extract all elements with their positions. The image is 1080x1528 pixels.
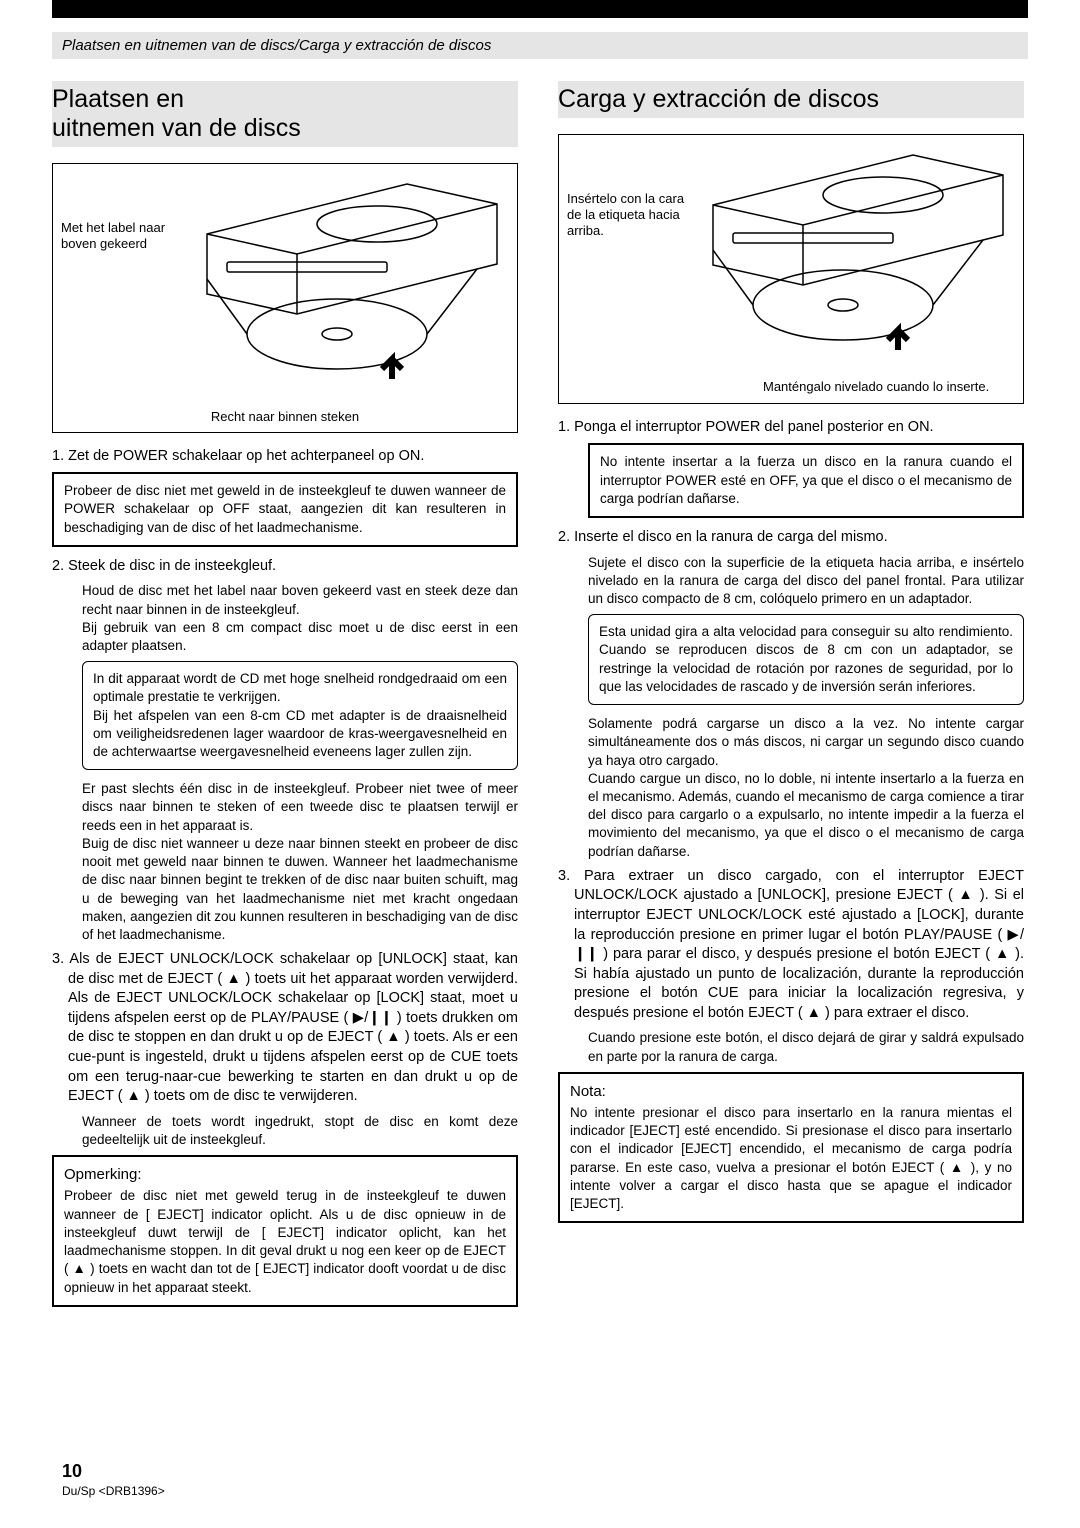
- step-1: 1. Ponga el interruptor POWER del panel …: [558, 418, 1024, 438]
- step-2: 2. Steek de disc in de insteekgleuf.: [52, 557, 518, 577]
- single-disc-warning: Solamente podrá cargarse un disco a la v…: [588, 715, 1024, 861]
- step-2: 2. Inserte el disco en la ranura de carg…: [558, 528, 1024, 548]
- content-columns: Plaatsen en uitnemen van de discs Met he…: [0, 59, 1080, 1317]
- warning-box-power: Probeer de disc niet met geweld in de in…: [52, 472, 518, 547]
- step-2-detail: Sujete el disco con la superficie de la …: [588, 554, 1024, 609]
- note-body: Probeer de disc niet met geweld terug in…: [64, 1187, 506, 1296]
- page-footer: 10 Du/Sp <DRB1396>: [62, 1461, 165, 1498]
- figure-label-under: Manténgalo nivelado cuando lo inserte.: [763, 379, 993, 395]
- top-black-bar: [52, 0, 1028, 18]
- figure-insert-disc-right: Insértelo con la cara de la etiqueta hac…: [558, 134, 1024, 404]
- document-reference: Du/Sp <DRB1396>: [62, 1484, 165, 1498]
- step-3: 3. Para extraer un disco cargado, con el…: [558, 867, 1024, 1024]
- step-1: 1. Zet de POWER schakelaar op het achter…: [52, 447, 518, 467]
- warning-box-power: No intente insertar a la fuerza un disco…: [588, 443, 1024, 518]
- step-3-detail: Wanneer de toets wordt ingedrukt, stopt …: [82, 1113, 518, 1149]
- figure-label-under: Recht naar binnen steken: [53, 409, 517, 424]
- manual-page: Plaatsen en uitnemen van de discs/Carga …: [0, 0, 1080, 1528]
- step-3-detail: Cuando presione este botón, el disco dej…: [588, 1029, 1024, 1065]
- step-3: 3. Als de EJECT UNLOCK/LOCK schakelaar o…: [52, 950, 518, 1107]
- figure-insert-disc-left: Met het label naar boven gekeerd: [52, 163, 518, 433]
- single-disc-warning: Er past slechts één disc in de insteekgl…: [82, 780, 518, 944]
- figure-label-side: Insértelo con la cara de la etiqueta hac…: [567, 191, 697, 240]
- section-title-right: Carga y extracción de discos: [558, 81, 1024, 118]
- cd-player-illustration: [197, 174, 507, 414]
- note-box: Nota: No intente presionar el disco para…: [558, 1072, 1024, 1224]
- breadcrumb: Plaatsen en uitnemen van de discs/Carga …: [52, 32, 1028, 59]
- step-2-detail: Houd de disc met het label naar boven ge…: [82, 582, 518, 655]
- info-box-speed: Esta unidad gira a alta velocidad para c…: [588, 614, 1024, 705]
- column-right-spanish: Carga y extracción de discos Insértelo c…: [558, 81, 1024, 1317]
- column-left-dutch: Plaatsen en uitnemen van de discs Met he…: [52, 81, 518, 1317]
- info-box-speed: In dit apparaat wordt de CD met hoge sne…: [82, 661, 518, 770]
- figure-label-side: Met het label naar boven gekeerd: [61, 220, 191, 253]
- note-body: No intente presionar el disco para inser…: [570, 1104, 1012, 1213]
- page-number: 10: [62, 1461, 165, 1482]
- note-title: Nota:: [570, 1082, 1012, 1102]
- cd-player-illustration: [703, 145, 1013, 385]
- section-title-left: Plaatsen en uitnemen van de discs: [52, 81, 518, 147]
- note-box: Opmerking: Probeer de disc niet met gewe…: [52, 1155, 518, 1307]
- note-title: Opmerking:: [64, 1165, 506, 1185]
